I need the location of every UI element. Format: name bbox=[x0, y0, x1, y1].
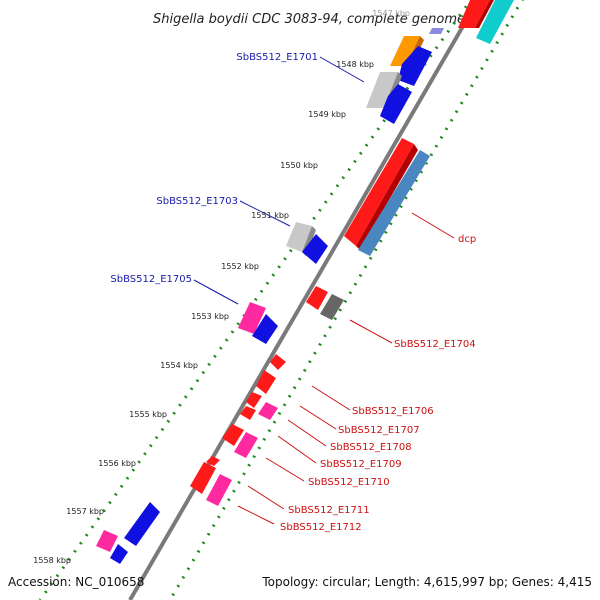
gene-dcp bbox=[344, 138, 418, 250]
kbp-label-1551: 1551 kbp bbox=[251, 211, 289, 220]
gene-top-lavender bbox=[429, 28, 444, 34]
gene-red-small-5 bbox=[222, 424, 244, 446]
kbp-label-1550: 1550 kbp bbox=[280, 161, 318, 170]
gene-label-dcp[interactable]: dcp bbox=[458, 234, 476, 245]
map-title: Shigella boydii CDC 3083-94, complete ge… bbox=[153, 12, 465, 27]
gene-magenta-2 bbox=[96, 530, 118, 552]
gene-magenta-3 bbox=[258, 402, 278, 420]
kbp-label-1552: 1552 kbp bbox=[221, 262, 259, 271]
gene-label-e1708[interactable]: SbBS512_E1708 bbox=[330, 442, 412, 453]
gene-magenta-1 bbox=[238, 302, 266, 334]
gene-label-e1705[interactable]: SbBS512_E1705 bbox=[110, 274, 192, 285]
gene-label-e1711[interactable]: SbBS512_E1711 bbox=[288, 505, 370, 516]
gene-label-e1710[interactable]: SbBS512_E1710 bbox=[308, 477, 390, 488]
gene-red-small-3 bbox=[246, 392, 262, 408]
gene-red-small-2 bbox=[256, 370, 276, 394]
gene-label-e1712[interactable]: SbBS512_E1712 bbox=[280, 522, 362, 533]
gene-blue-3 bbox=[302, 234, 328, 264]
gene-top-red bbox=[458, 0, 494, 28]
gene-blue-5 bbox=[124, 502, 160, 546]
leader-dcp bbox=[411, 212, 455, 239]
gene-steel bbox=[358, 150, 430, 256]
leader-e1705 bbox=[193, 279, 239, 305]
gene-magenta-4 bbox=[234, 432, 258, 458]
gene-red-small-1 bbox=[270, 354, 286, 370]
gene-blue-4 bbox=[252, 314, 278, 344]
gene-label-e1704[interactable]: SbBS512_E1704 bbox=[394, 339, 476, 350]
gene-red-1711 bbox=[190, 462, 216, 494]
kbp-label-1548: 1548 kbp bbox=[336, 60, 374, 69]
genome-backbone bbox=[128, 0, 481, 600]
kbp-label-1558: 1558 kbp bbox=[33, 556, 71, 565]
gene-label-e1707[interactable]: SbBS512_E1707 bbox=[338, 425, 420, 436]
gene-label-e1709[interactable]: SbBS512_E1709 bbox=[320, 459, 402, 470]
accession-text: Accession: NC_010658 bbox=[8, 575, 144, 589]
gene-blue-2 bbox=[380, 84, 412, 124]
kbp-label-top: 1547 kbp bbox=[372, 9, 410, 18]
gene-blue-1 bbox=[398, 46, 432, 86]
kbp-label-1555: 1555 kbp bbox=[129, 410, 167, 419]
leader-e1710 bbox=[265, 457, 305, 482]
leader-e1711 bbox=[247, 485, 285, 510]
leader-e1704 bbox=[349, 319, 393, 344]
gene-blue-6 bbox=[110, 544, 128, 564]
leader-e1709 bbox=[277, 435, 317, 464]
leader-e1708 bbox=[287, 419, 327, 447]
leader-e1707 bbox=[299, 405, 337, 430]
kbp-label-1557: 1557 kbp bbox=[66, 507, 104, 516]
gene-red-1704a bbox=[306, 286, 328, 310]
kbp-label-1554: 1554 kbp bbox=[160, 361, 198, 370]
gene-red-small-6 bbox=[206, 456, 220, 466]
leader-e1703 bbox=[239, 200, 291, 227]
gene-magenta-5 bbox=[206, 474, 232, 506]
kbp-label-1549: 1549 kbp bbox=[308, 110, 346, 119]
leader-e1712 bbox=[237, 505, 275, 525]
kbp-label-1556: 1556 kbp bbox=[98, 459, 136, 468]
gene-label-e1706[interactable]: SbBS512_E1706 bbox=[352, 406, 434, 417]
forward-tick-ring bbox=[38, 0, 473, 600]
gene-label-e1703[interactable]: SbBS512_E1703 bbox=[156, 196, 238, 207]
gene-red-small-4 bbox=[240, 406, 256, 420]
topology-text: Topology: circular; Length: 4,615,997 bp… bbox=[261, 575, 592, 589]
gene-top-cyan bbox=[476, 0, 514, 44]
gene-label-e1701[interactable]: SbBS512_E1701 bbox=[236, 52, 318, 63]
gene-darkgray bbox=[320, 294, 344, 320]
leader-e1706 bbox=[311, 385, 351, 411]
kbp-label-1553: 1553 kbp bbox=[191, 312, 229, 321]
leader-e1701 bbox=[319, 56, 365, 83]
